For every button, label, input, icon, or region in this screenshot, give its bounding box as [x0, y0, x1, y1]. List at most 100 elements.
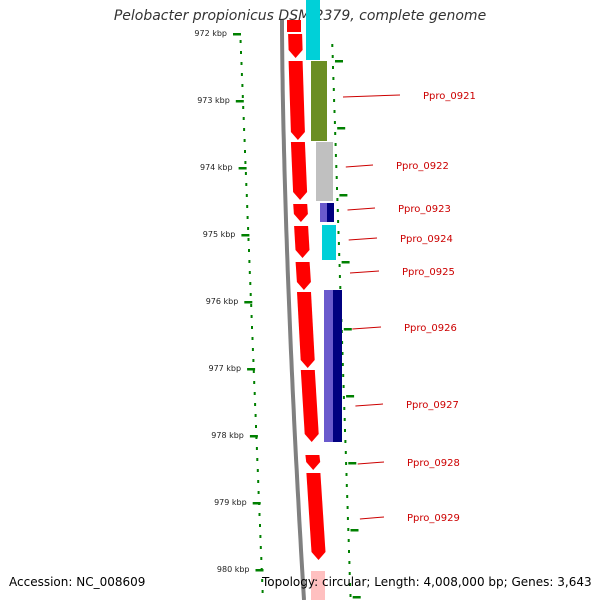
minor-dot [331, 55, 334, 58]
minor-dot [337, 220, 340, 223]
major-tick [252, 502, 261, 505]
minor-dot [245, 194, 248, 197]
cds-arrow [288, 34, 303, 58]
minor-dot [248, 260, 251, 263]
minor-dot [244, 161, 247, 164]
label-leader [345, 164, 374, 168]
cds-arrow [300, 370, 319, 442]
minor-dot [259, 535, 262, 538]
minor-dot [335, 176, 338, 179]
label-leader [352, 326, 382, 330]
minor-dot [332, 66, 334, 69]
cds-segment [287, 20, 301, 32]
topology-text: Topology: circular; Length: 4,008,000 bp… [262, 575, 592, 589]
minor-dot [341, 341, 344, 344]
minor-dot [334, 154, 337, 157]
gene-block [306, 0, 320, 60]
minor-dot [252, 359, 255, 362]
cds-arrow [294, 226, 310, 258]
backbone-line [280, 20, 306, 600]
label-leader [348, 237, 378, 241]
tick-label: 977 kbp [208, 364, 241, 373]
minor-dot [257, 480, 260, 483]
gene-label[interactable]: Ppro_0927 [406, 400, 459, 411]
tick-label: 973 kbp [197, 96, 230, 105]
tick-label: 979 kbp [214, 498, 247, 507]
minor-dot [251, 348, 254, 351]
major-tick [339, 194, 348, 197]
minor-dot [240, 73, 243, 76]
cds-arrow [288, 61, 305, 140]
minor-dot [257, 491, 260, 494]
minor-dot [242, 117, 245, 120]
minor-dot [333, 99, 336, 102]
tick-label: 978 kbp [211, 431, 244, 440]
minor-dot [253, 381, 256, 384]
gene-label[interactable]: Ppro_0921 [423, 91, 476, 102]
tick-label: 975 kbp [203, 230, 236, 239]
minor-dot [247, 227, 250, 230]
minor-dot [334, 143, 337, 146]
minor-dot [243, 128, 246, 131]
gene-block [327, 203, 334, 222]
minor-dot [256, 458, 259, 461]
minor-dot [332, 88, 335, 91]
cds-track [287, 20, 326, 600]
minor-dot [346, 517, 349, 520]
gene-label[interactable]: Ppro_0929 [407, 513, 460, 524]
minor-dot [338, 264, 341, 267]
minor-dot [246, 216, 249, 219]
minor-dot [250, 304, 253, 307]
gene-block [316, 142, 333, 201]
minor-dot [333, 110, 336, 113]
cds-arrow [290, 142, 308, 200]
minor-dot [343, 407, 346, 410]
minor-dot [240, 51, 242, 54]
cds-arrow [297, 292, 315, 368]
minor-dot [247, 238, 250, 241]
tick-label: 976 kbp [206, 297, 239, 306]
minor-dot [344, 429, 346, 432]
gene-label[interactable]: Ppro_0928 [407, 458, 460, 469]
tick-label: 972 kbp [194, 29, 227, 38]
minor-dot [248, 271, 251, 274]
cds-arrow [306, 473, 326, 560]
major-tick [238, 167, 247, 170]
minor-dot [258, 513, 261, 516]
minor-dot [244, 150, 246, 153]
minor-dot [332, 77, 335, 80]
minor-dot [240, 62, 243, 65]
minor-dot [254, 403, 257, 406]
cds-arrow [295, 262, 311, 290]
gene-block [322, 225, 336, 260]
minor-dot [338, 275, 341, 278]
minor-dot [344, 440, 347, 443]
gene-block [333, 290, 342, 442]
minor-dot [254, 414, 257, 417]
minor-dot [244, 172, 247, 175]
gene-label[interactable]: Ppro_0922 [396, 161, 449, 172]
minor-dot [334, 132, 337, 135]
minor-dot [256, 469, 259, 472]
major-tick [346, 395, 355, 398]
minor-dot [255, 425, 257, 428]
minor-dot [252, 370, 255, 373]
major-tick [255, 569, 264, 572]
gene-label[interactable]: Ppro_0925 [402, 267, 455, 278]
gene-label[interactable]: Ppro_0923 [398, 204, 451, 215]
minor-dot [337, 231, 340, 234]
major-tick [350, 529, 359, 532]
minor-dot [241, 84, 244, 87]
major-tick [249, 435, 258, 438]
gene-label[interactable]: Ppro_0924 [400, 234, 453, 245]
major-tick [247, 368, 256, 371]
tick-label: 974 kbp [200, 163, 233, 172]
minor-dot [336, 209, 339, 212]
major-tick [241, 234, 250, 237]
label-leader [359, 516, 385, 520]
gene-label[interactable]: Ppro_0926 [404, 323, 457, 334]
minor-dot [242, 106, 245, 109]
label-leader [342, 94, 401, 98]
major-tick [348, 462, 357, 465]
minor-dot [341, 363, 344, 366]
